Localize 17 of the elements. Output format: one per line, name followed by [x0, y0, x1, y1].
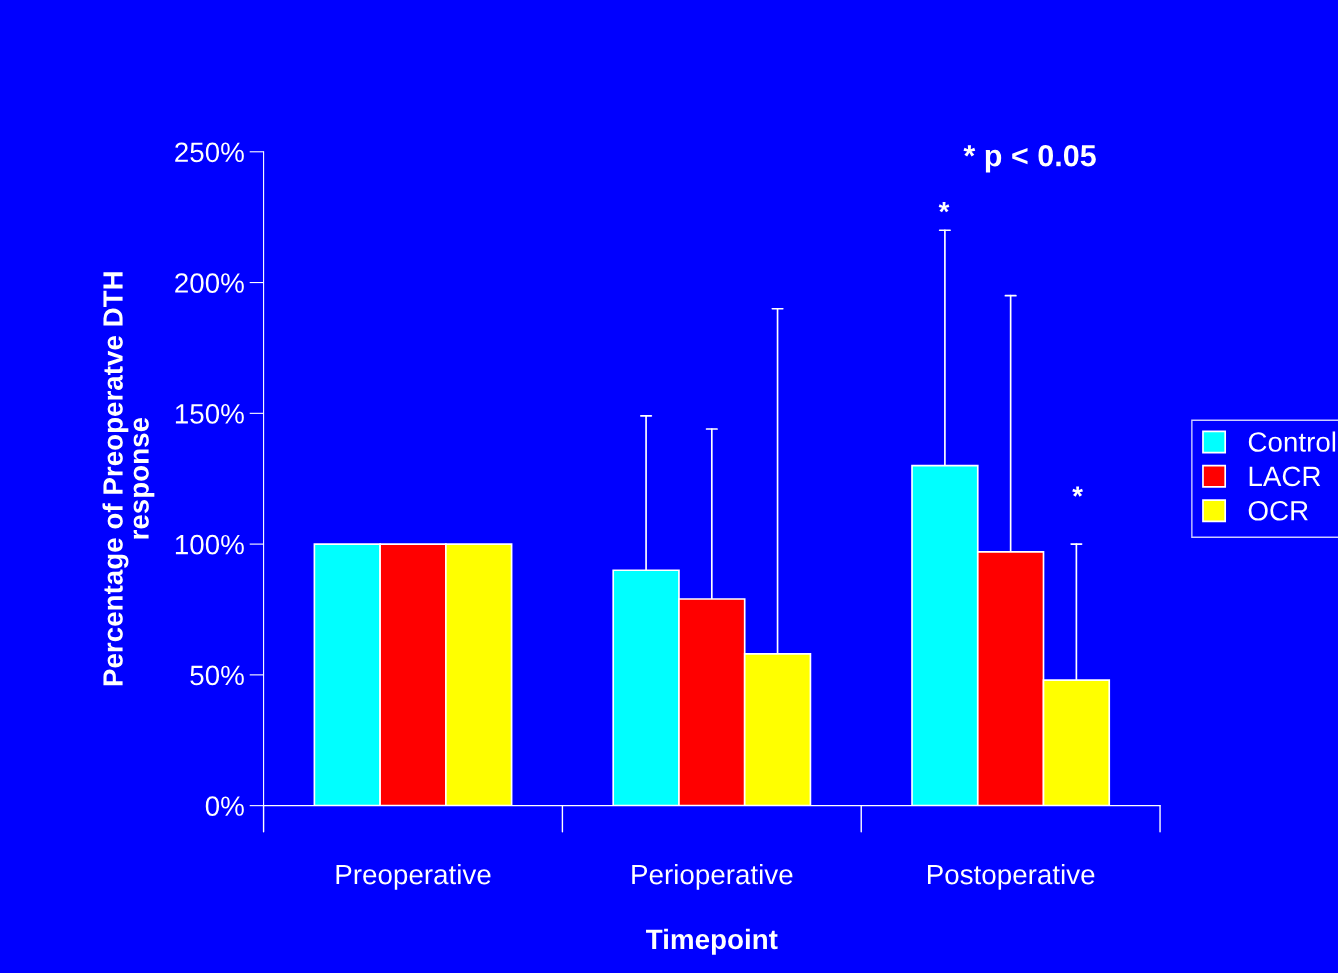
y-tick-label: 250% [175, 142, 244, 163]
x-tick-label: Postoperative [927, 863, 1095, 890]
y-tick-label: 50% [190, 665, 244, 686]
y-tick-label: 0% [205, 796, 244, 816]
annotation: * [938, 201, 950, 213]
annotation: * [1072, 486, 1083, 497]
legend-label: LACR [1249, 466, 1321, 487]
y-tick-label: 150% [175, 404, 244, 424]
x-tick-label: Preoperative [336, 863, 491, 890]
y-axis-title: Percentage of Preoperatve DTH response [102, 272, 155, 686]
legend-label: Control [1248, 431, 1336, 452]
x-tick-label: Perioperative [632, 863, 793, 890]
legend-label: OCR [1248, 500, 1308, 521]
x-axis-title: Timepoint [646, 928, 778, 955]
y-tick-label: 100% [175, 534, 244, 555]
annotation: * p < 0.05 [963, 144, 1096, 173]
y-tick-label: 200% [175, 273, 244, 293]
